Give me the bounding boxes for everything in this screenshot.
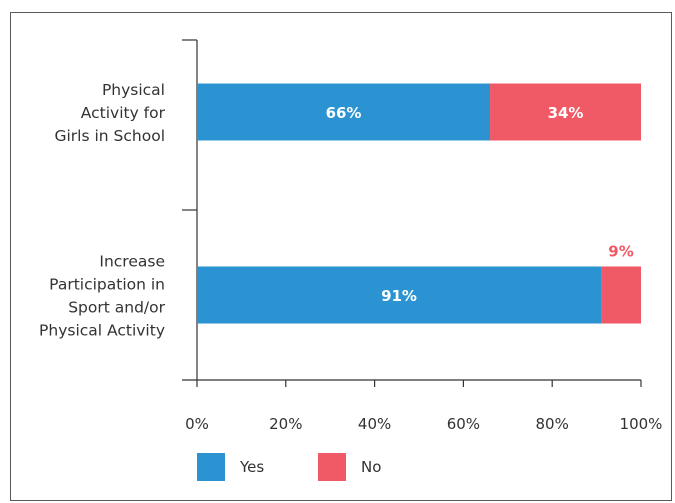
- bar-segment-no: [490, 83, 641, 141]
- legend: Yes No: [197, 453, 381, 481]
- bar-data-label: 9%: [608, 243, 633, 261]
- bar-segment-yes: [197, 83, 491, 141]
- bar-data-label: 91%: [381, 287, 417, 305]
- x-tick-label: 20%: [269, 415, 302, 433]
- category-label-line: Girls in School: [54, 127, 165, 145]
- legend-swatch-yes: [197, 453, 225, 481]
- category-label-line: Physical Activity: [39, 322, 165, 340]
- category-label-line: Sport and/or: [68, 299, 165, 317]
- x-tick-label: 40%: [358, 415, 391, 433]
- x-tick-label: 100%: [620, 415, 663, 433]
- bar-data-label: 66%: [326, 104, 362, 122]
- bar-segment-yes: [197, 266, 602, 324]
- legend-label-yes: Yes: [239, 458, 264, 476]
- legend-swatch-no: [318, 453, 346, 481]
- category-label-line: Participation in: [49, 276, 165, 294]
- x-tick-label: 80%: [536, 415, 569, 433]
- category-label-line: Increase: [99, 253, 165, 271]
- text-layer: 0% 20% 40% 60% 80% 100% Physical Activity for Gi…: [39, 81, 662, 433]
- x-tick-label: 0%: [185, 415, 209, 433]
- bar-data-label: 34%: [548, 104, 584, 122]
- bar-layer: [197, 83, 641, 324]
- x-tick-label: 60%: [447, 415, 480, 433]
- category-label-line: Physical: [102, 81, 165, 99]
- bar-segment-no: [601, 266, 641, 324]
- category-label-line: Activity for: [81, 104, 166, 122]
- legend-label-no: No: [361, 458, 381, 476]
